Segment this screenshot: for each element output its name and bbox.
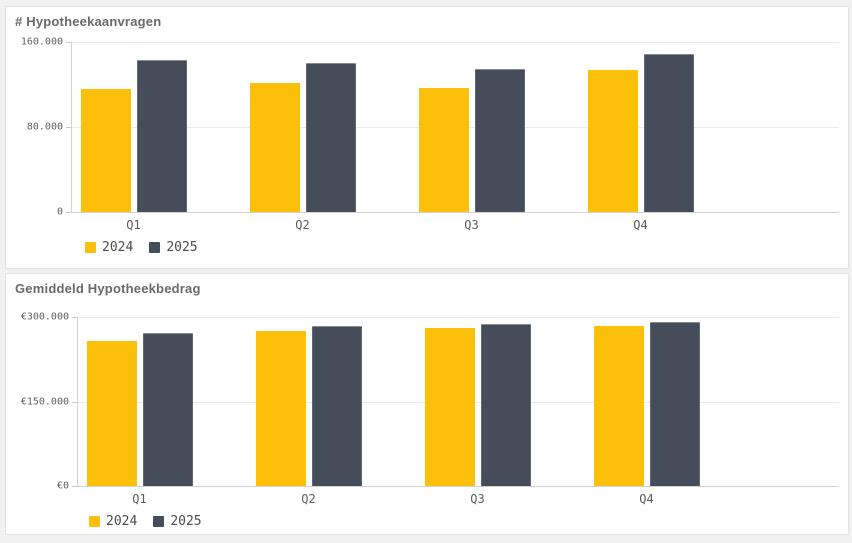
bar-2024-q4[interactable] xyxy=(587,69,638,212)
y-tick-mark xyxy=(72,317,77,318)
legend-swatch-2025 xyxy=(149,242,161,253)
chart-title-hypotheekaanvragen: # Hypotheekaanvragen xyxy=(15,14,162,29)
y-tick-label: 80.000 xyxy=(26,121,63,133)
y-tick-mark xyxy=(66,42,71,43)
gridline-160000 xyxy=(71,42,839,43)
y-tick-mark xyxy=(72,401,77,403)
bar-2024-q1[interactable] xyxy=(80,88,131,212)
chart-panel-hypotheekaanvragen: # Hypotheekaanvragen 0 80.000 160.000 Q1 Q2 Q… xyxy=(5,6,849,269)
legend: 2024 2025 xyxy=(85,240,214,255)
y-axis-line xyxy=(71,42,72,212)
legend: 2024 2025 xyxy=(89,514,218,529)
x-axis-label-q4: Q4 xyxy=(639,492,654,506)
legend-item-2024[interactable]: 2024 xyxy=(89,514,137,529)
legend-label-2025: 2025 xyxy=(166,240,198,255)
bar-2025-q1[interactable] xyxy=(136,60,187,212)
x-axis-label-q3: Q3 xyxy=(470,492,485,506)
chart-title-gemiddeld-hypotheekbedrag: Gemiddeld Hypotheekbedrag xyxy=(15,281,201,296)
bar-2025-q3[interactable] xyxy=(474,68,525,212)
x-axis-label-q2: Q2 xyxy=(301,492,316,506)
legend-swatch-2025 xyxy=(153,516,165,527)
bar-chart-hypotheekaanvragen: 0 80.000 160.000 Q1 Q2 Q3 Q4 2024 2025 xyxy=(6,7,848,268)
bar-2024-q2[interactable] xyxy=(255,330,306,486)
bar-2025-q2[interactable] xyxy=(311,326,362,486)
y-axis-line xyxy=(77,317,78,486)
y-tick-mark xyxy=(66,127,71,128)
bar-2024-q3[interactable] xyxy=(418,87,469,212)
bar-2025-q3[interactable] xyxy=(480,324,531,486)
x-axis-label-q2: Q2 xyxy=(295,218,310,232)
gridline-0 xyxy=(77,486,839,487)
bar-2025-q4[interactable] xyxy=(649,322,700,486)
chart-panel-gemiddeld-hypotheekbedrag: Gemiddeld Hypotheekbedrag €0 €150.000 €300… xyxy=(5,273,849,535)
y-tick-label: €150.000 xyxy=(20,396,69,407)
bar-2024-q3[interactable] xyxy=(424,327,475,486)
x-axis-label-q1: Q1 xyxy=(132,492,147,506)
legend-swatch-2024 xyxy=(89,516,100,527)
legend-label-2024: 2024 xyxy=(102,240,134,255)
bar-2024-q2[interactable] xyxy=(249,83,300,212)
gridline-0 xyxy=(71,212,839,213)
y-tick-label: €300.000 xyxy=(20,311,69,323)
bar-2025-q4[interactable] xyxy=(643,53,694,212)
legend-item-2025[interactable]: 2025 xyxy=(149,240,198,255)
y-tick-label: 160.000 xyxy=(20,36,63,48)
bar-2025-q2[interactable] xyxy=(305,63,356,212)
y-tick-mark xyxy=(66,212,71,213)
legend-label-2025: 2025 xyxy=(170,514,202,529)
y-tick-mark xyxy=(72,486,77,487)
legend-swatch-2024 xyxy=(85,242,96,253)
gridline-300000 xyxy=(77,317,839,318)
legend-label-2024: 2024 xyxy=(106,514,138,529)
bar-2025-q1[interactable] xyxy=(142,332,193,486)
legend-item-2025[interactable]: 2025 xyxy=(153,514,202,529)
y-tick-label: €0 xyxy=(56,480,69,492)
y-tick-label: 0 xyxy=(56,206,63,218)
x-axis-label-q1: Q1 xyxy=(126,218,141,232)
legend-item-2024[interactable]: 2024 xyxy=(85,240,133,255)
bar-chart-gemiddeld-hypotheekbedrag: €0 €150.000 €300.000 Q1 Q2 Q3 Q4 2024 2025 xyxy=(6,274,848,534)
x-axis-label-q4: Q4 xyxy=(633,218,648,232)
bar-2024-q1[interactable] xyxy=(86,340,137,486)
x-axis-label-q3: Q3 xyxy=(464,218,479,232)
bar-2024-q4[interactable] xyxy=(593,326,644,486)
